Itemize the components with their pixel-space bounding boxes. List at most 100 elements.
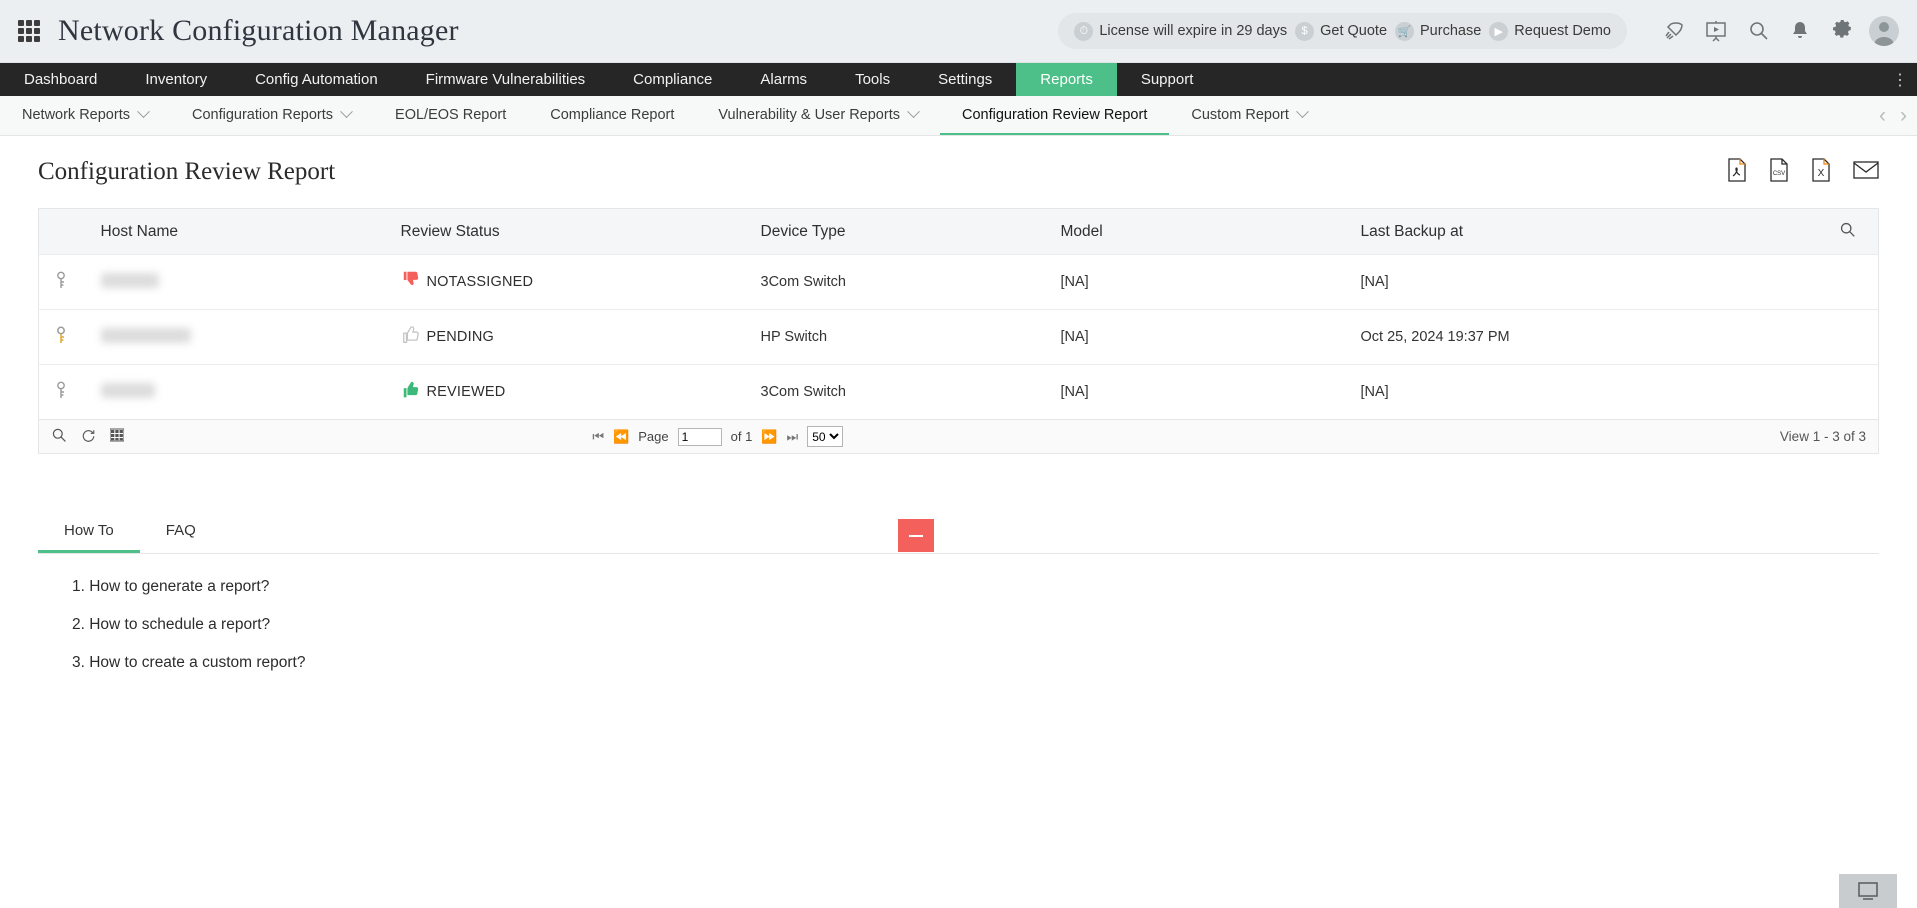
chevron-down-icon [907, 105, 920, 119]
key-icon-gold[interactable] [38, 309, 91, 365]
app-grid-icon[interactable] [18, 20, 40, 42]
list-item[interactable]: 2. How to schedule a report? [72, 616, 271, 633]
table-search-icon[interactable] [1726, 208, 1879, 255]
scroll-left-icon[interactable]: ‹ [1879, 104, 1886, 127]
page-size-select[interactable]: 50 [807, 426, 844, 447]
tab-faq[interactable]: FAQ [165, 522, 196, 539]
clock-icon: ⏱ [1074, 21, 1094, 41]
svg-text:CSV: CSV [1773, 171, 1785, 177]
avatar[interactable] [1869, 16, 1899, 46]
column-header-review-status[interactable]: Review Status [390, 208, 751, 255]
svg-text:X: X [1818, 168, 1825, 179]
nav-item-dashboard[interactable]: Dashboard [24, 71, 98, 88]
export-csv-icon[interactable]: CSV [1769, 157, 1789, 187]
first-page-button[interactable]: ⏮ [592, 428, 605, 444]
column-chooser-icon[interactable] [109, 428, 125, 445]
cell-last-backup: [NA] [1350, 364, 1879, 420]
subnav-item-configuration-review-report[interactable]: Configuration Review Report [939, 96, 1170, 135]
table-row[interactable]: NOTASSIGNED 3Com Switch [NA] [NA] [38, 254, 1879, 310]
next-page-button[interactable]: ⏩ [761, 428, 778, 444]
nav-item-config-automation[interactable]: Config Automation [255, 71, 378, 88]
subnav-item-vulnerability-user-reports[interactable]: Vulnerability & User Reports [696, 96, 940, 135]
export-toolbar: CSV X [1727, 157, 1879, 187]
page-number-input[interactable] [677, 427, 722, 446]
subnav-item-custom-report[interactable]: Custom Report [1169, 96, 1329, 135]
refresh-icon[interactable] [81, 428, 96, 446]
subnav-label: Custom Report [1191, 106, 1289, 123]
redacted-host-name [100, 327, 191, 343]
table-row[interactable]: PENDING HP Switch [NA] Oct 25, 2024 19:3… [38, 309, 1879, 365]
nav-item-support[interactable]: Support [1140, 71, 1194, 88]
subnav-item-eol-eos-report[interactable]: EOL/EOS Report [373, 96, 528, 135]
scroll-right-icon[interactable]: › [1900, 104, 1907, 127]
tab-how-to[interactable]: How To [38, 511, 140, 553]
pager-tools [51, 427, 125, 446]
last-page-button[interactable]: ⏭ [786, 428, 799, 444]
get-quote-label: Get Quote [1320, 23, 1388, 39]
subnav-label: Configuration Review Report [961, 106, 1148, 123]
key-icon-grey[interactable] [38, 364, 91, 420]
gear-icon[interactable] [1821, 10, 1863, 52]
cell-device-type: 3Com Switch [750, 364, 1051, 420]
nav-item-reports[interactable]: Reports [1016, 63, 1117, 96]
chevron-down-icon [137, 105, 150, 119]
subnav-label: EOL/EOS Report [395, 106, 507, 123]
cell-device-type: HP Switch [750, 309, 1051, 365]
howto-section: How To FAQ 1. How to generate a report? … [38, 512, 1879, 672]
get-quote-button[interactable]: $ Get Quote [1295, 21, 1388, 41]
nav-item-inventory[interactable]: Inventory [145, 71, 208, 88]
column-header-device-type[interactable]: Device Type [750, 208, 1051, 255]
nav-item-firmware-vulnerabilities[interactable]: Firmware Vulnerabilities [425, 71, 586, 88]
nav-item-compliance[interactable]: Compliance [633, 71, 713, 88]
bell-icon[interactable] [1779, 10, 1821, 52]
purchase-button[interactable]: 🛒 Purchase [1395, 21, 1482, 41]
app-title: Network Configuration Manager [58, 14, 459, 47]
search-icon[interactable] [1737, 10, 1779, 52]
redacted-host-name [100, 382, 155, 398]
subnav-label: Compliance Report [550, 106, 675, 123]
column-header-host-name[interactable]: Host Name [90, 208, 391, 255]
cell-last-backup: [NA] [1350, 254, 1879, 310]
purchase-label: Purchase [1420, 23, 1482, 39]
export-pdf-icon[interactable] [1727, 157, 1747, 187]
table-body: NOTASSIGNED 3Com Switch [NA] [NA] [38, 254, 1879, 420]
export-xls-icon[interactable]: X [1811, 157, 1831, 187]
column-header-model[interactable]: Model [1050, 208, 1351, 255]
thumbs-down-icon [401, 269, 423, 295]
subnav-item-compliance-report[interactable]: Compliance Report [528, 96, 696, 135]
pager-search-icon[interactable] [51, 427, 67, 446]
configuration-review-table: Host Name Review Status Device Type Mode… [38, 208, 1879, 420]
key-icon-grey[interactable] [38, 254, 91, 310]
more-options-icon[interactable]: ⋮ [1892, 71, 1908, 89]
subnav-item-network-reports[interactable]: Network Reports [0, 96, 170, 135]
rocket-icon[interactable] [1653, 10, 1695, 52]
presentation-icon[interactable] [1695, 10, 1737, 52]
cell-last-backup: Oct 25, 2024 19:37 PM [1350, 309, 1879, 365]
redacted-host-name [100, 272, 159, 288]
column-header-key [38, 208, 91, 255]
subnav-scroll-controls: ‹ › [1879, 96, 1917, 135]
collapse-icon[interactable] [898, 519, 934, 552]
table-pagination-bar: ⏮ ⏪ Page of 1 ⏩ ⏭ 50 View 1 - 3 of 3 [38, 420, 1879, 454]
subnav-item-configuration-reports[interactable]: Configuration Reports [170, 96, 373, 135]
thumbs-up-icon [401, 379, 423, 405]
top-bar: Network Configuration Manager ⏱ License … [0, 0, 1917, 63]
nav-item-settings[interactable]: Settings [938, 71, 993, 88]
email-report-icon[interactable] [1853, 160, 1879, 185]
page-title: Configuration Review Report [38, 158, 336, 185]
cell-review-status: REVIEWED [390, 364, 751, 420]
chat-widget-icon[interactable] [1839, 874, 1897, 908]
cell-model: [NA] [1050, 364, 1351, 420]
page-content: Configuration Review Report CSV [0, 136, 1917, 672]
list-item[interactable]: 3. How to create a custom report? [72, 654, 306, 671]
chevron-down-icon [1296, 105, 1309, 119]
list-item[interactable]: 1. How to generate a report? [72, 578, 270, 595]
request-demo-label: Request Demo [1514, 23, 1611, 39]
previous-page-button[interactable]: ⏪ [613, 428, 630, 444]
table-row[interactable]: REVIEWED 3Com Switch [NA] [NA] [38, 364, 1879, 420]
nav-item-alarms[interactable]: Alarms [760, 71, 808, 88]
request-demo-button[interactable]: ▶ Request Demo [1489, 21, 1611, 41]
license-expiry[interactable]: ⏱ License will expire in 29 days [1074, 21, 1287, 41]
nav-item-tools[interactable]: Tools [855, 71, 891, 88]
column-header-last-backup[interactable]: Last Backup at [1350, 208, 1727, 255]
